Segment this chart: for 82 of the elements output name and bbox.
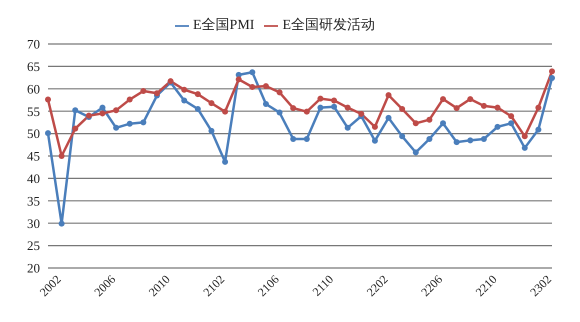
point: [236, 76, 242, 82]
point: [58, 153, 65, 159]
point: [535, 126, 542, 133]
y-tick-label: 65: [27, 59, 40, 74]
point: [467, 137, 474, 144]
point: [399, 106, 406, 112]
point: [113, 124, 120, 131]
point: [480, 102, 487, 109]
point: [126, 120, 133, 127]
point: [344, 104, 351, 111]
point: [276, 110, 283, 116]
point: [386, 114, 392, 121]
point: [249, 69, 256, 76]
point: [181, 97, 188, 104]
point: [249, 84, 256, 90]
point: [140, 88, 146, 94]
point: [399, 133, 406, 140]
point: [194, 106, 201, 112]
point: [304, 108, 310, 115]
point: [290, 136, 296, 142]
point: [99, 104, 106, 111]
y-tick-label: 70: [27, 36, 40, 52]
point: [508, 120, 514, 126]
point: [372, 138, 378, 144]
point: [222, 158, 228, 165]
point: [522, 133, 528, 140]
y-tick-label: 55: [27, 104, 40, 119]
y-tick-label: 40: [27, 171, 40, 186]
point: [535, 104, 542, 111]
point: [440, 96, 446, 102]
point: [208, 128, 214, 134]
legend-label: E全国PMI: [192, 18, 254, 33]
point: [262, 101, 269, 108]
point: [181, 86, 188, 93]
point: [262, 83, 269, 90]
point: [549, 68, 555, 74]
point: [194, 91, 201, 98]
point: [454, 139, 460, 146]
point: [412, 120, 419, 126]
point: [45, 96, 51, 103]
point: [72, 107, 78, 114]
point: [412, 149, 419, 156]
point: [58, 220, 65, 227]
point: [480, 136, 487, 142]
point: [426, 136, 432, 142]
point: [45, 130, 51, 136]
point: [344, 124, 351, 131]
point: [494, 104, 501, 111]
point: [208, 100, 214, 106]
point: [222, 108, 228, 115]
point: [426, 116, 432, 123]
point: [331, 97, 338, 104]
point: [113, 107, 120, 114]
point: [467, 96, 474, 102]
y-tick-label: 35: [27, 193, 40, 208]
y-tick-label: 45: [27, 148, 40, 164]
point: [126, 96, 133, 103]
point: [454, 105, 460, 112]
point: [304, 136, 310, 142]
point: [386, 92, 392, 98]
legend-label: E全国研发活动: [282, 18, 375, 33]
point: [372, 124, 378, 130]
y-tick-label: 50: [27, 126, 40, 142]
point: [440, 120, 446, 126]
point: [331, 104, 338, 110]
point: [290, 105, 296, 112]
y-tick-label: 20: [27, 260, 40, 276]
point: [494, 124, 501, 130]
point: [99, 110, 106, 116]
point: [358, 110, 364, 117]
y-tick-label: 25: [27, 238, 40, 254]
point: [522, 144, 528, 151]
point: [276, 89, 283, 96]
point: [154, 90, 160, 96]
point: [317, 96, 324, 102]
point: [508, 113, 514, 120]
point: [140, 119, 146, 126]
point: [317, 104, 324, 111]
y-tick-label: 60: [27, 81, 40, 96]
point: [72, 126, 78, 132]
y-tick-label: 30: [27, 216, 40, 231]
point: [549, 75, 555, 82]
